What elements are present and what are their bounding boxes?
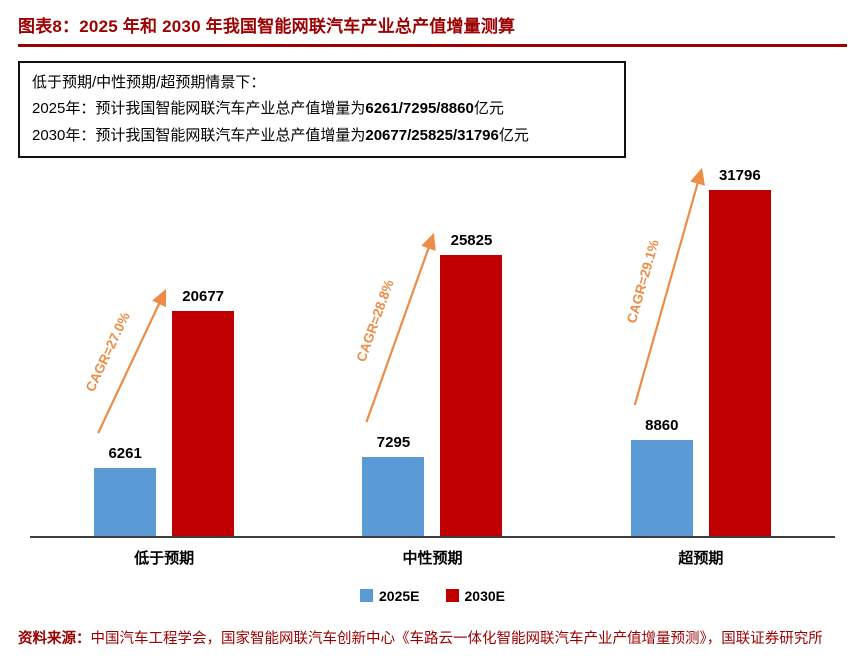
- category-label: 中性预期: [402, 549, 463, 567]
- bar-2030E: [708, 189, 771, 536]
- legend-item-2030E: 2030E: [445, 587, 505, 604]
- bar-column: 31796: [708, 166, 771, 536]
- note-line-3: 2030年：预计我国智能网联汽车产业总产值增量为20677/25825/3179…: [32, 126, 529, 144]
- chart-legend: 2025E 2030E: [30, 588, 835, 604]
- source-note: 资料来源：中国汽车工程学会，国家智能网联汽车创新中心《车路云一体化智能网联汽车产…: [18, 628, 847, 652]
- legend-label: 2025E: [379, 587, 420, 604]
- bar-column: 6261: [94, 444, 157, 536]
- value-label: 20677: [182, 287, 225, 305]
- bar-groups: 6261 20677 7295 25825 8860 31796: [30, 166, 835, 536]
- category-labels-row: 低于预期 中性预期 超预期: [30, 547, 835, 568]
- bar-2025E: [94, 467, 157, 536]
- x-axis-line: [30, 535, 835, 538]
- page-title: 图表8：2025 年和 2030 年我国智能网联汽车产业总产值增量测算: [18, 17, 516, 36]
- note-line-2: 2025年：预计我国智能网联汽车产业总产值增量为6261/7295/8860亿元: [32, 100, 504, 118]
- bar-group: 6261 20677: [30, 166, 298, 536]
- bar-2025E: [362, 456, 425, 536]
- title-divider: [18, 44, 847, 47]
- value-label: 8860: [645, 416, 679, 434]
- bar-2030E: [440, 254, 503, 536]
- bar-group: 8860 31796: [567, 166, 835, 536]
- value-label: 25825: [450, 231, 493, 249]
- legend-swatch-2025E: [360, 589, 374, 603]
- legend-swatch-2030E: [445, 589, 459, 603]
- source-label: 资料来源：: [18, 630, 91, 647]
- bar-group: 7295 25825: [298, 166, 566, 536]
- bar-2030E: [172, 310, 235, 536]
- bar-column: 7295: [362, 433, 425, 536]
- note-values-2030: 20677/25825/31796: [365, 126, 499, 144]
- source-text: 中国汽车工程学会，国家智能网联汽车创新中心《车路云一体化智能网联汽车产业产值增量…: [90, 630, 823, 647]
- note-line-1: 低于预期/中性预期/超预期情景下：: [32, 74, 266, 91]
- bar-chart: 6261 20677 7295 25825 8860 31796 CAGR=27.0% CA…: [30, 166, 835, 604]
- bar-2025E: [630, 439, 693, 536]
- bar-column: 25825: [440, 231, 503, 536]
- report-chart-block: 图表8：2025 年和 2030 年我国智能网联汽车产业总产值增量测算 低于预期…: [18, 17, 847, 652]
- legend-item-2025E: 2025E: [360, 587, 420, 604]
- value-label: 6261: [108, 444, 142, 462]
- category-label: 低于预期: [134, 549, 195, 567]
- bar-column: 8860: [630, 416, 693, 536]
- value-label: 7295: [376, 433, 411, 451]
- plot-area: 6261 20677 7295 25825 8860 31796 CAGR=27.0% CA…: [30, 166, 835, 536]
- bar-column: 20677: [172, 287, 235, 536]
- value-label: 31796: [718, 166, 761, 184]
- category-label: 超预期: [678, 549, 724, 567]
- legend-label: 2030E: [464, 587, 505, 604]
- scenario-note-box: 低于预期/中性预期/超预期情景下： 2025年：预计我国智能网联汽车产业总产值增…: [18, 61, 626, 158]
- note-values-2025: 6261/7295/8860: [365, 100, 474, 118]
